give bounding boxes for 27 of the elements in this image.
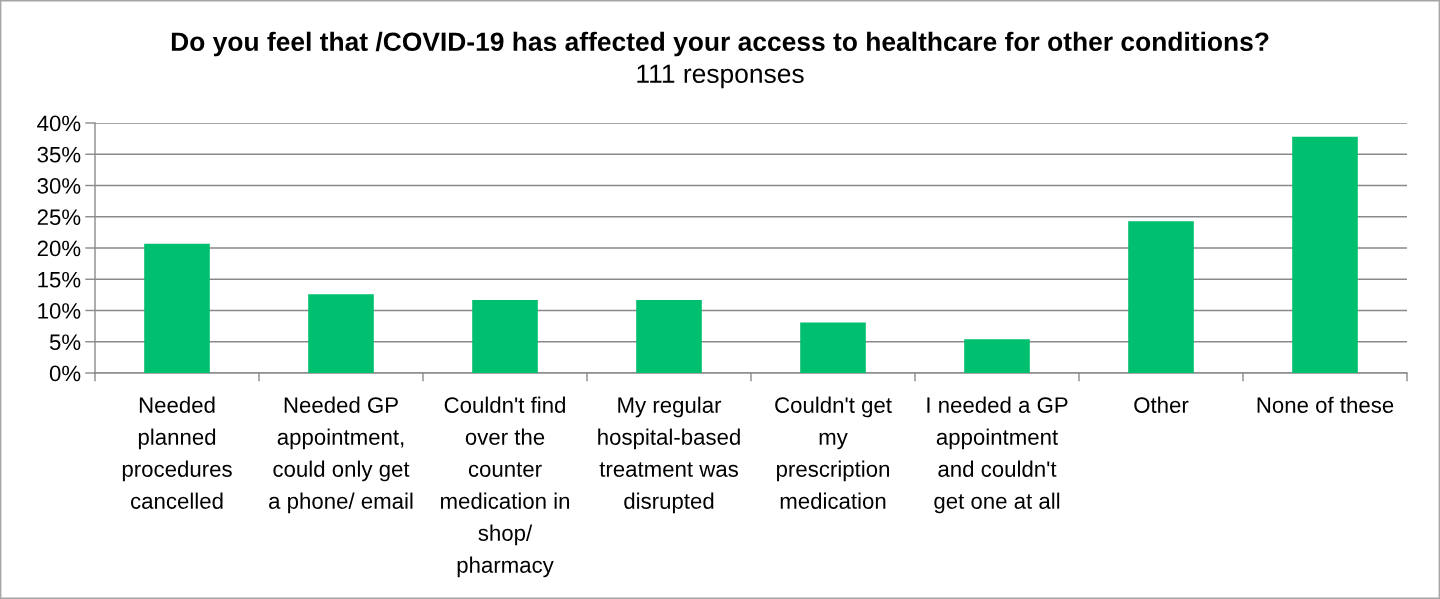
bar <box>1128 221 1194 373</box>
y-tick-label: 30% <box>37 178 81 194</box>
y-tick-label: 25% <box>37 209 81 226</box>
bar <box>308 294 374 373</box>
bar <box>636 299 702 373</box>
bar <box>472 299 538 373</box>
x-tick-label: Couldn't get my prescription medication <box>775 396 892 509</box>
x-tick-label: None of these <box>1257 396 1394 413</box>
bar <box>964 339 1030 373</box>
y-tick-label: 20% <box>37 240 81 257</box>
bar <box>1292 136 1358 373</box>
y-tick-label: 15% <box>38 271 81 288</box>
y-tick-label: 10% <box>38 303 81 319</box>
chart-subtitle: 111 responses <box>637 64 804 89</box>
y-tick-label: 40% <box>37 115 81 132</box>
x-tick-label: Needed GP appointment, could only get a phone/ email <box>269 396 413 514</box>
x-tick-label: Couldn't find over the counter medication in shop/ pharmacy <box>441 396 570 578</box>
x-tick-label: I needed a GP appointment and couldn't get one at all <box>927 396 1068 514</box>
chart-title: Do you feel that /COVID-19 has affected your access to healthcare for other conditions? <box>171 31 1269 57</box>
bar <box>800 322 866 373</box>
bar <box>144 243 210 373</box>
y-tick-label: 5% <box>49 334 81 351</box>
x-tick-label: Needed planned procedures cancelled <box>122 396 232 509</box>
y-tick-label: 35% <box>37 146 81 163</box>
y-tick-label: 0% <box>49 365 81 382</box>
x-tick-label: My regular hospital-based treatment was disrupted <box>598 396 740 514</box>
x-tick-label: Other <box>1134 396 1189 413</box>
